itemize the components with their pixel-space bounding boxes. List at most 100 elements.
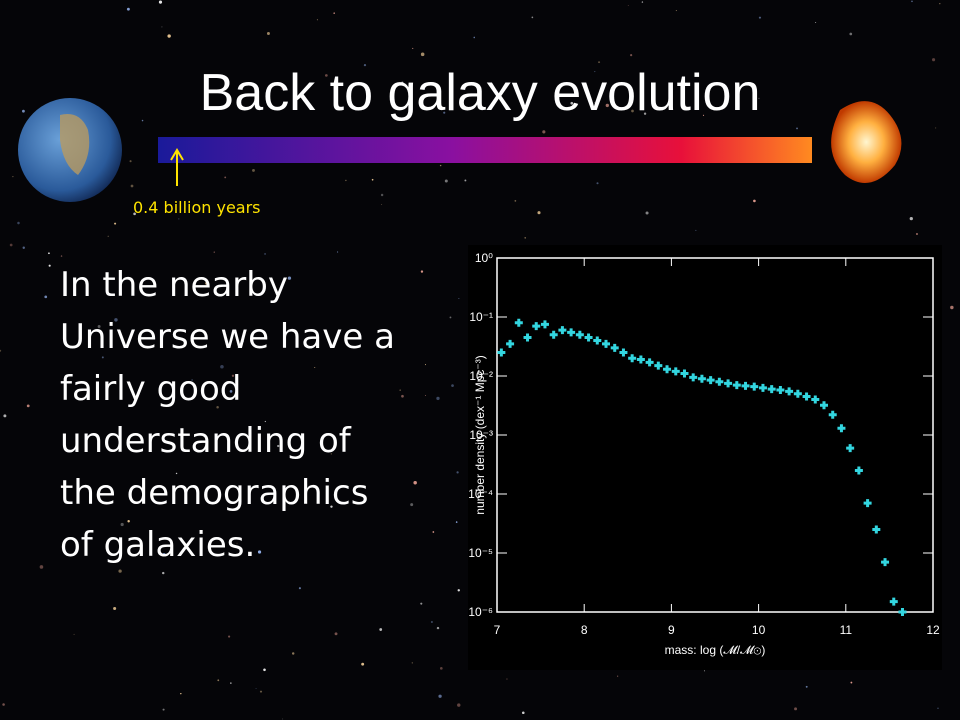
x-tick-label: 7 [494,623,501,637]
star [298,587,301,590]
star [436,626,440,630]
star [410,503,414,507]
star [345,179,347,182]
data-point [636,355,645,364]
star [101,356,104,359]
star [399,389,401,391]
star [457,589,460,592]
star [570,101,574,105]
data-point [610,343,619,352]
star [236,542,238,544]
data-point [889,597,898,606]
star [439,164,442,167]
data-point [776,385,785,394]
data-point [802,392,811,401]
star [455,521,458,523]
data-point [724,379,733,388]
star [114,222,117,225]
star [161,26,163,28]
star [220,364,224,369]
star [130,184,134,188]
star [596,182,599,185]
star [627,5,629,6]
star [162,571,165,575]
data-point [785,387,794,396]
star [521,711,525,715]
star [9,243,13,247]
data-point [575,330,584,339]
star [141,119,144,122]
y-tick-label: 10⁻⁴ [468,487,493,501]
star [230,682,232,684]
slide-title: Back to galaxy evolution [200,64,761,122]
star [937,707,939,710]
star [420,270,424,273]
star [412,47,414,49]
star [932,58,936,62]
data-point [837,424,846,433]
star [939,3,941,5]
data-point [558,326,567,335]
body-line: fairly good [60,369,241,409]
star [266,32,270,35]
data-point [715,377,724,386]
data-point [758,383,767,392]
star [334,632,338,636]
star [420,602,423,605]
star [753,199,756,203]
data-point [680,369,689,378]
star [411,662,413,664]
star [605,103,609,108]
star [456,471,459,474]
star [909,216,913,221]
star [126,7,130,11]
star [113,606,117,611]
star [97,325,101,328]
y-tick-label: 10⁻² [469,369,493,383]
star [413,481,417,485]
star [464,179,467,182]
data-point [497,348,506,357]
data-point [514,318,523,327]
data-point [602,339,610,348]
star [432,531,435,533]
star [695,229,697,231]
data-point [506,339,515,348]
star [915,232,918,235]
star [133,212,136,216]
star [430,620,433,624]
star [815,21,817,23]
data-point [863,499,872,508]
star [796,127,798,130]
star [287,276,292,280]
star [237,347,239,349]
star [242,340,244,342]
star [443,111,446,114]
y-tick-label: 10⁻⁵ [468,546,493,560]
star [758,16,762,19]
x-tick-label: 12 [926,623,940,637]
star [114,318,118,322]
data-point [820,401,828,410]
star [542,130,546,134]
data-point [732,381,741,390]
star [645,211,649,215]
x-axis-label: mass: log (𝓜/𝓜⊙) [665,643,766,657]
star [314,366,316,368]
star [175,472,178,475]
star [457,703,461,707]
star [17,221,20,225]
data-point [828,410,837,419]
star [381,203,383,205]
data-point [846,444,855,453]
star [458,298,460,299]
star [277,444,280,448]
star [259,690,263,693]
y-tick-label: 10⁻³ [469,428,493,442]
data-point [706,376,715,385]
star [22,246,25,249]
star [264,253,266,255]
timeline-arrow [170,148,184,186]
star [330,453,332,455]
data-point [697,374,706,383]
